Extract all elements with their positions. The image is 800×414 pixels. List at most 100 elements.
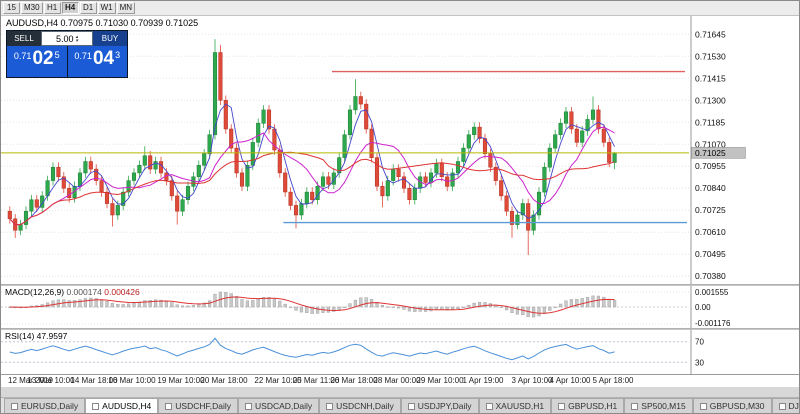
chart-tab-label: GBPUSD,M30	[709, 400, 765, 411]
time-axis-label: 22 Mar 10:00	[254, 376, 302, 385]
rsi-name: RSI(14)	[5, 331, 35, 341]
timeframe-toolbar: 15 M30 H1 H4 D1 W1 MN	[1, 1, 799, 16]
svg-text:0.71025: 0.71025	[695, 148, 726, 158]
chart-tab-label: EURUSD,Daily	[21, 400, 79, 411]
timeframe-button-h1[interactable]: H1	[43, 2, 61, 14]
time-axis-label: 12 Mar 2019	[8, 376, 53, 385]
chart-tab-xauusd[interactable]: XAUUSD,H1	[478, 398, 552, 413]
svg-text:30: 30	[695, 358, 704, 367]
svg-text:0.70725: 0.70725	[695, 205, 726, 215]
time-axis-label: 3 Apr 10:00	[511, 376, 553, 385]
chart-tabs-bar: EURUSD,Daily AUDUSD,H4 USDCHF,Daily USDCAD,…	[1, 397, 799, 413]
svg-text:0.71185: 0.71185	[695, 117, 725, 127]
rsi-chart[interactable]: 70 30	[1, 330, 799, 374]
chart-tab-icon	[407, 402, 415, 410]
time-axis-label: 13 Mar 10:00	[27, 376, 75, 385]
sell-button[interactable]: SELL	[7, 31, 41, 46]
sell-price-point: 5	[54, 50, 60, 60]
chart-tab-label: DJ30,H4	[788, 400, 800, 411]
time-axis-label: 16 Mar 10:00	[108, 376, 156, 385]
time-axis-label: 20 Mar 18:00	[200, 376, 248, 385]
sell-price-prefix: 0.71	[13, 51, 32, 61]
rsi-pane: 70 30 RSI(14) 47.9597	[1, 330, 799, 374]
time-axis-label: 19 Mar 10:00	[157, 376, 205, 385]
pane-separator[interactable]	[1, 284, 799, 286]
macd-name: MACD(12,26,9)	[5, 287, 65, 297]
chart-tab-usdjpy[interactable]: USDJPY,Daily	[400, 398, 479, 413]
chart-tab-label: USDCNH,Daily	[336, 400, 394, 411]
main-chart-pane[interactable]: 0.71645 0.71530 0.71415 0.71300 0.71185 0.710…	[1, 16, 799, 284]
chart-tab-label: XAUUSD,H1	[495, 400, 545, 411]
volume-spinner[interactable]: ▴ ▾	[75, 33, 79, 44]
svg-text:0.71645: 0.71645	[695, 29, 726, 39]
time-axis[interactable]: 12 Mar 2019 13 Mar 10:00 14 Mar 18:00 16 Ma…	[1, 374, 799, 387]
ohlc-header: AUDUSD,H4 0.70975 0.71030 0.70939 0.7102…	[6, 18, 199, 28]
chart-tab-usdchf[interactable]: USDCHF,Daily	[158, 398, 239, 413]
sell-price-pips: 02	[32, 48, 54, 69]
buy-price-point: 3	[115, 50, 121, 60]
pane-separator[interactable]	[1, 328, 799, 330]
time-axis-label: 4 Apr 10:00	[549, 376, 591, 385]
buy-button[interactable]: BUY	[93, 31, 127, 46]
chart-tab-audusd[interactable]: AUDUSD,H4	[85, 398, 159, 413]
timeframe-button-d1[interactable]: D1	[79, 2, 97, 14]
timeframe-button-15[interactable]: 15	[3, 2, 20, 14]
chart-tab-label: SP500,M15	[641, 400, 686, 411]
chart-tab-usdcad[interactable]: USDCAD,Daily	[238, 398, 320, 413]
svg-text:0.70840: 0.70840	[695, 183, 726, 193]
timeframe-button-h4[interactable]: H4	[61, 2, 79, 14]
macd-main-value: 0.000174	[66, 287, 102, 297]
svg-text:0.70495: 0.70495	[695, 249, 726, 259]
time-axis-label: 25 Mar 11:00	[292, 376, 340, 385]
macd-chart[interactable]: 0.001555 0.00 -0.001176	[1, 286, 799, 328]
chart-tab-usdcnh[interactable]: USDCNH,Daily	[319, 398, 401, 413]
buy-price-pips: 04	[92, 48, 115, 69]
svg-text:0.71530: 0.71530	[695, 51, 726, 61]
time-axis-label: 14 Mar 18:00	[70, 376, 118, 385]
buy-price[interactable]: 0.71 04 3	[67, 46, 127, 77]
chart-tab-label: USDCHF,Daily	[175, 400, 232, 411]
spinner-up-icon[interactable]: ▴	[75, 33, 79, 40]
rsi-label: RSI(14) 47.9597	[5, 331, 67, 341]
chart-tab-label: USDCAD,Daily	[255, 400, 313, 411]
chart-tab-label: AUDUSD,H4	[102, 400, 152, 411]
svg-text:-0.001176: -0.001176	[695, 319, 731, 328]
svg-text:0.71300: 0.71300	[695, 95, 726, 105]
sell-price[interactable]: 0.71 02 5	[7, 46, 67, 77]
timeframe-button-w1[interactable]: W1	[97, 2, 116, 14]
chart-tab-icon	[326, 402, 334, 410]
svg-text:0.70955: 0.70955	[695, 161, 726, 171]
rsi-value: 47.9597	[36, 331, 68, 341]
one-click-trade-panel: SELL 5.00 ▴ ▾ BUY 0.71 02 5 0.71 04 3	[6, 30, 128, 78]
time-axis-label: 29 Mar 10:00	[416, 376, 464, 385]
time-axis-label: 1 Apr 19:00	[462, 376, 504, 385]
svg-text:0.71415: 0.71415	[695, 73, 726, 83]
chart-tab-label: GBPUSD,H1	[568, 400, 618, 411]
svg-text:0.71070: 0.71070	[695, 139, 726, 149]
chart-tab-gbpusd[interactable]: GBPUSD,H1	[551, 398, 625, 413]
chart-tab-eurusd[interactable]: EURUSD,Daily	[4, 398, 86, 413]
chart-tab-icon	[631, 402, 639, 410]
time-axis-label: 26 Mar 18:00	[330, 376, 378, 385]
macd-signal-value: 0.000426	[104, 287, 140, 297]
timeframe-button-m30[interactable]: M30	[21, 2, 43, 14]
time-axis-label: 28 Mar 00:00	[373, 376, 421, 385]
chart-tab-icon	[485, 402, 493, 410]
chart-tab-icon	[165, 402, 173, 410]
svg-text:0.70380: 0.70380	[695, 271, 726, 281]
chart-tab-icon	[558, 402, 566, 410]
svg-text:70: 70	[695, 338, 704, 347]
volume-input[interactable]: 5.00 ▴ ▾	[41, 31, 93, 46]
candlestick-chart[interactable]: 0.716450.715300.714150.713000.711850.710…	[1, 16, 799, 284]
chart-tab-dj30[interactable]: DJ30,H4	[771, 398, 800, 413]
svg-text:0.001555: 0.001555	[695, 288, 729, 297]
timeframe-button-mn[interactable]: MN	[116, 2, 136, 14]
chart-tab-icon	[245, 402, 253, 410]
bottom-gap	[1, 387, 799, 397]
chart-tab-gbpusd[interactable]: GBPUSD,M30	[692, 398, 772, 413]
svg-text:0.70610: 0.70610	[695, 227, 726, 237]
spinner-down-icon[interactable]: ▾	[75, 37, 79, 44]
chart-tab-label: USDJPY,Daily	[417, 400, 472, 411]
chart-tab-icon	[92, 402, 100, 410]
chart-tab-sp500[interactable]: SP500,M15	[624, 398, 693, 413]
